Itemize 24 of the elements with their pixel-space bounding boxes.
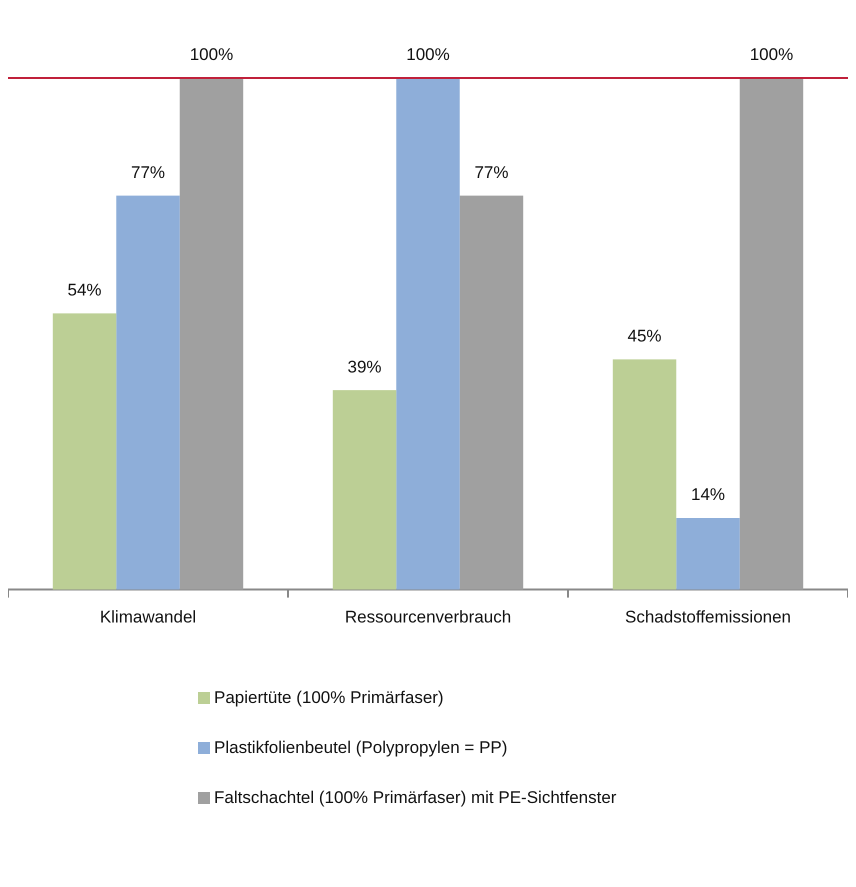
bar: [676, 518, 740, 590]
x-tick-label: Schadstoffemissionen: [624, 607, 792, 626]
data-label: 39%: [348, 357, 382, 376]
bar: [332, 390, 396, 590]
legend-label: Plastikfolienbeutel (Polypropylen = PP): [214, 738, 508, 758]
legend-label: Papiertüte (100% Primärfaser): [214, 688, 444, 708]
bar: [52, 313, 116, 590]
data-label: 77%: [130, 162, 166, 182]
data-label: 77%: [474, 162, 508, 182]
bar: [116, 196, 180, 590]
bar: [740, 78, 804, 590]
bar: [396, 78, 460, 590]
data-label: 100%: [406, 45, 450, 64]
data-label: 100%: [750, 45, 794, 64]
x-tick-label: Klimawandel: [100, 607, 196, 626]
bar: [460, 196, 524, 590]
legend-label: Faltschachtel (100% Primärfaser) mit PE-Sichtfenster: [214, 788, 616, 808]
data-label: 100%: [190, 45, 234, 64]
x-tick-label: Ressourcenverbrauch: [344, 607, 512, 626]
bar: [180, 78, 244, 590]
data-label: 14%: [690, 485, 726, 504]
data-label: 54%: [68, 280, 102, 300]
bar: [612, 359, 676, 590]
data-label: 45%: [628, 326, 662, 346]
